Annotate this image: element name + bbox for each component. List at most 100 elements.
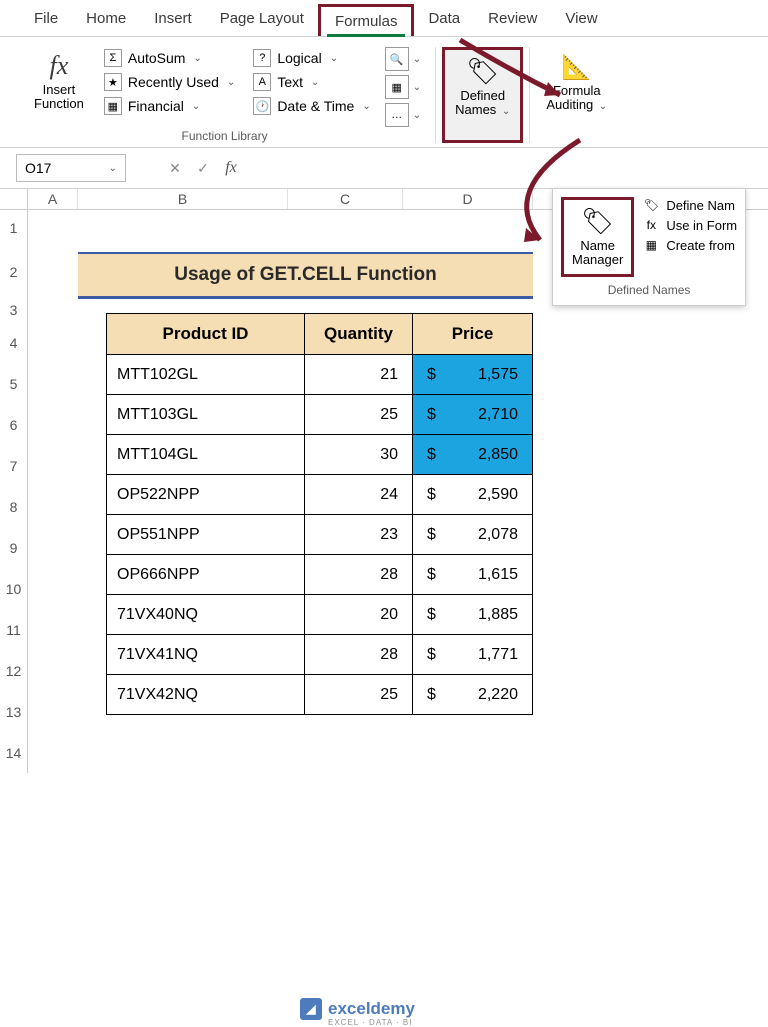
th-price[interactable]: Price [413,314,533,355]
menu-page-layout[interactable]: Page Layout [206,4,318,36]
cancel-formula-button[interactable]: ✕ [162,155,188,181]
cell-quantity[interactable]: 30 [305,435,413,475]
cell-product-id[interactable]: 71VX42NQ [107,675,305,715]
define-name-item[interactable]: 🏷Define Nam [642,197,737,213]
use-in-formula-item[interactable]: fxUse in Form [642,217,737,233]
th-quantity[interactable]: Quantity [305,314,413,355]
defined-names-button[interactable]: 🏷 DefinedNames ⌄ [442,47,523,143]
sigma-icon: Σ [104,49,122,67]
math-button[interactable]: ▦ [385,75,409,99]
name-box[interactable]: O17 ⌄ [16,154,126,182]
col-header-c[interactable]: C [288,189,403,209]
autosum-button[interactable]: ΣAutoSum⌄ [100,47,239,69]
cell-product-id[interactable]: MTT102GL [107,355,305,395]
row-header[interactable]: 6 [0,404,28,445]
cell-price[interactable]: $1,771 [413,635,533,675]
lookup-button[interactable]: 🔍 [385,47,409,71]
table-row: OP666NPP28$1,615 [107,555,533,595]
financial-button[interactable]: ▦Financial⌄ [100,95,239,117]
insert-function-label: InsertFunction [34,83,84,112]
cell-quantity[interactable]: 20 [305,595,413,635]
logical-button[interactable]: ?Logical⌄ [249,47,374,69]
cell-quantity[interactable]: 25 [305,675,413,715]
text-icon: A [253,73,271,91]
create-from-item[interactable]: ▦Create from [642,237,737,253]
cell-price[interactable]: $2,590 [413,475,533,515]
cell-price[interactable]: $1,885 [413,595,533,635]
defined-names-dropdown: 🏷 NameManager 🏷Define Nam fxUse in Form … [552,188,746,306]
row-header[interactable]: 11 [0,609,28,650]
fx-button[interactable]: fx [218,155,244,181]
menu-review[interactable]: Review [474,4,551,36]
row-header[interactable]: 10 [0,568,28,609]
menu-file[interactable]: File [20,4,72,36]
fx-icon: fx [50,51,69,81]
table-row: MTT102GL21$1,575 [107,355,533,395]
col-header-a[interactable]: A [28,189,78,209]
th-product-id[interactable]: Product ID [107,314,305,355]
cell-product-id[interactable]: OP666NPP [107,555,305,595]
row-header[interactable]: 5 [0,363,28,404]
row-header[interactable]: 14 [0,732,28,773]
formula-auditing-button[interactable]: 📐 FormulaAuditing ⌄ [536,47,617,143]
cell-product-id[interactable]: 71VX40NQ [107,595,305,635]
accept-formula-button[interactable]: ✓ [190,155,216,181]
cell-quantity[interactable]: 28 [305,555,413,595]
auditing-icon: 📐 [562,53,592,82]
cell-price[interactable]: $2,220 [413,675,533,715]
row-header[interactable]: 8 [0,486,28,527]
tag-icon: 🏷 [642,197,660,213]
table-row: OP522NPP24$2,590 [107,475,533,515]
insert-function-button[interactable]: fx InsertFunction [28,47,90,116]
fx-icon: fx [642,217,660,233]
cell-quantity[interactable]: 21 [305,355,413,395]
more-button[interactable]: … [385,103,409,127]
col-header-d[interactable]: D [403,189,533,209]
table-row: OP551NPP23$2,078 [107,515,533,555]
cell-quantity[interactable]: 24 [305,475,413,515]
row-header[interactable]: 2 [0,246,28,298]
menu-home[interactable]: Home [72,4,140,36]
menu-data[interactable]: Data [414,4,474,36]
row-header[interactable]: 1 [0,210,28,246]
row-header[interactable]: 13 [0,691,28,732]
row-header[interactable]: 3 [0,298,28,322]
cell-price[interactable]: $2,850 [413,435,533,475]
row-header[interactable]: 9 [0,527,28,568]
row-header[interactable]: 12 [0,650,28,691]
cell-product-id[interactable]: MTT104GL [107,435,305,475]
chevron-down-icon: ⌄ [362,101,370,112]
row-header[interactable]: 7 [0,445,28,486]
logo-icon: ◢ [300,998,322,1020]
menu-bar: File Home Insert Page Layout Formulas Da… [0,0,768,37]
row-header[interactable]: 4 [0,322,28,363]
menu-formulas[interactable]: Formulas [318,4,415,36]
cell-product-id[interactable]: OP551NPP [107,515,305,555]
text-button[interactable]: AText⌄ [249,71,374,93]
cell-price[interactable]: $1,615 [413,555,533,595]
cell-price[interactable]: $2,710 [413,395,533,435]
tag-icon: 🏷 [466,56,499,87]
formula-input[interactable] [250,154,752,182]
cell-quantity[interactable]: 25 [305,395,413,435]
formula-auditing-label: FormulaAuditing ⌄ [546,84,607,113]
data-table: Product ID Quantity Price MTT102GL21$1,5… [106,313,533,715]
recently-used-button[interactable]: ★Recently Used⌄ [100,71,239,93]
name-manager-icon: 🏷 [581,206,614,237]
cell-quantity[interactable]: 23 [305,515,413,555]
menu-insert[interactable]: Insert [140,4,206,36]
menu-view[interactable]: View [551,4,611,36]
chevron-down-icon: ⌄ [109,163,117,174]
cell-product-id[interactable]: OP522NPP [107,475,305,515]
cell-product-id[interactable]: 71VX41NQ [107,635,305,675]
cell-quantity[interactable]: 28 [305,635,413,675]
cell-price[interactable]: $2,078 [413,515,533,555]
date-time-button[interactable]: 🕐Date & Time⌄ [249,95,374,117]
name-manager-button[interactable]: 🏷 NameManager [561,197,634,277]
chevron-down-icon: ⌄ [311,77,319,88]
col-header-b[interactable]: B [78,189,288,209]
logical-icon: ? [253,49,271,67]
cell-product-id[interactable]: MTT103GL [107,395,305,435]
cell-price[interactable]: $1,575 [413,355,533,395]
financial-icon: ▦ [104,97,122,115]
